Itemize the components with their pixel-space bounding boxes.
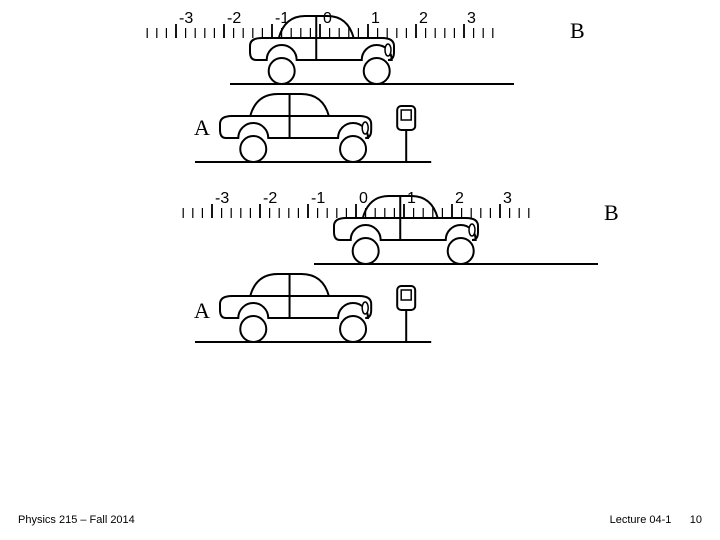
svg-text:-1: -1 [275, 10, 289, 27]
scene-2: -3 -2 -1 0 1 2 3 [120, 188, 640, 348]
footer-left: Physics 215 – Fall 2014 [18, 514, 135, 526]
svg-text:3: 3 [503, 190, 512, 207]
svg-text:2: 2 [455, 190, 464, 207]
footer-page: 10 [690, 514, 702, 526]
scene-2-svg: -3 -2 -1 0 1 2 3 [120, 188, 640, 348]
svg-text:0: 0 [359, 190, 368, 207]
footer-lecture: Lecture 04-1 [610, 514, 672, 526]
svg-text:3: 3 [467, 10, 476, 27]
svg-text:-2: -2 [227, 10, 241, 27]
scene-1: -3 -2 -1 0 1 2 3 [120, 8, 600, 168]
svg-text:2: 2 [419, 10, 428, 27]
label-b-2: B [604, 200, 619, 226]
svg-text:1: 1 [407, 190, 416, 207]
label-b-1: B [570, 18, 585, 44]
label-a-1: A [194, 115, 210, 141]
label-a-2: A [194, 298, 210, 324]
svg-text:1: 1 [371, 10, 380, 27]
footer-right: Lecture 04-1 10 [610, 514, 702, 526]
svg-text:-3: -3 [215, 190, 229, 207]
svg-text:-2: -2 [263, 190, 277, 207]
svg-text:-3: -3 [179, 10, 193, 27]
svg-text:0: 0 [323, 10, 332, 27]
svg-text:-1: -1 [311, 190, 325, 207]
scene-1-svg: -3 -2 -1 0 1 2 3 [120, 8, 600, 168]
